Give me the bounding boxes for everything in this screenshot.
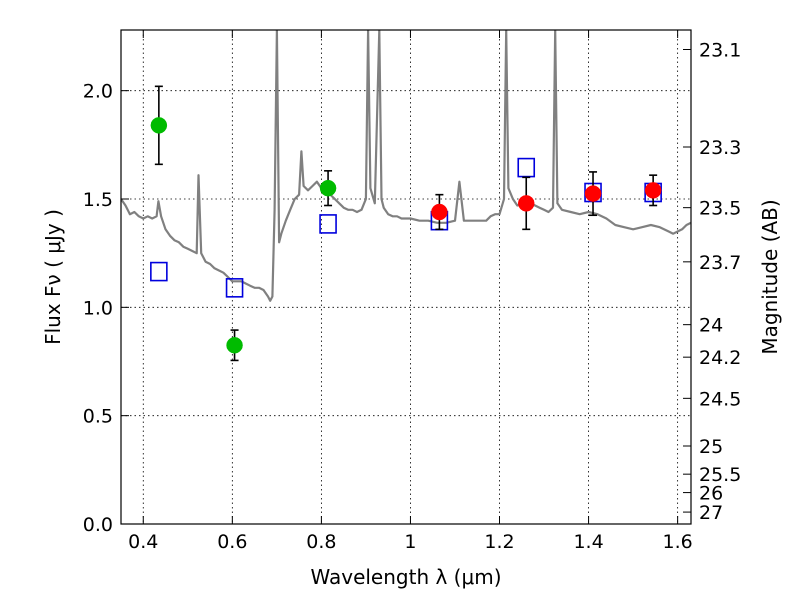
y2-tick-label: 23.5 <box>699 198 741 220</box>
y-tick-label: 0.0 <box>83 514 113 536</box>
y-tick-label: 1.5 <box>83 189 113 211</box>
y2-tick-label: 25 <box>699 436 723 458</box>
spectrum-line <box>121 30 691 302</box>
y2-tick-label: 24.5 <box>699 388 741 410</box>
y-tick-label: 2.0 <box>83 81 113 103</box>
x-tick-label: 1.6 <box>663 531 693 553</box>
data-point <box>431 203 448 221</box>
data-point <box>584 185 602 202</box>
x-tick-label: 1.2 <box>484 531 514 553</box>
model-spectrum <box>121 30 691 302</box>
data-point <box>150 117 168 134</box>
plot-frame <box>120 29 692 525</box>
y-axis-label: Flux Fν ( μJy ) <box>41 209 65 345</box>
y2-tick-label: 26 <box>699 483 723 505</box>
y2-axis-label: Magnitude (AB) <box>758 199 782 354</box>
model-square <box>319 214 337 234</box>
y2-tick-label: 25.5 <box>699 464 741 486</box>
data-point <box>644 182 662 199</box>
x-tick-label: 0.8 <box>306 531 336 553</box>
y2-tick-label: 23.1 <box>699 40 741 62</box>
y2-tick-label: 24 <box>699 315 723 337</box>
y2-tick-label: 27 <box>699 502 723 524</box>
grid-lines <box>121 30 691 525</box>
photometry-points <box>150 85 662 362</box>
model-square <box>517 157 536 178</box>
y-tick-label: 0.5 <box>83 406 113 428</box>
y2-tick-label: 23.3 <box>699 137 741 159</box>
model-square <box>225 278 244 298</box>
y2-tick-label: 24.2 <box>699 347 741 369</box>
data-point <box>319 179 337 197</box>
x-tick-label: 1.4 <box>573 531 603 553</box>
x-tick-label: 0.4 <box>128 531 158 553</box>
axis-ticks: 0.4 0.6 0.8 1 1.2 1.4 1.6 0.0 0.5 1.0 1.5 2.0 23.1 23… <box>83 30 741 553</box>
x-tick-label: 1 <box>404 531 416 553</box>
y2-tick-label: 23.7 <box>699 252 741 274</box>
data-point <box>517 195 535 212</box>
x-tick-label: 0.6 <box>217 531 247 553</box>
data-point <box>226 337 243 354</box>
y-tick-label: 1.0 <box>83 297 113 319</box>
model-square <box>150 261 168 282</box>
x-axis-label: Wavelength λ (μm) <box>310 565 501 589</box>
